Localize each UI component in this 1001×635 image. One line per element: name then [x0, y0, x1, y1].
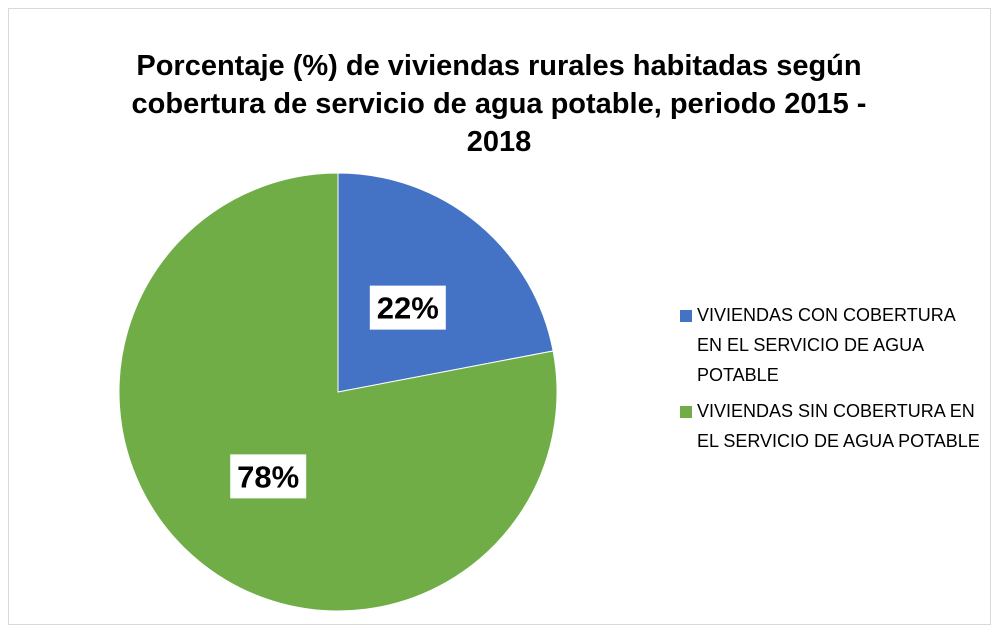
legend-label: VIVIENDAS SIN COBERTURA EN EL SERVICIO D… [697, 401, 980, 451]
legend: VIVIENDAS CON COBERTURA EN EL SERVICIO D… [680, 300, 980, 462]
legend-swatch [680, 406, 692, 418]
chart-title: Porcentaje (%) de viviendas rurales habi… [131, 50, 867, 158]
data-label-box [369, 285, 446, 330]
chart: Porcentaje (%) de viviendas rurales habi… [8, 8, 991, 625]
legend-label: VIVIENDAS CON COBERTURA EN EL SERVICIO D… [697, 305, 955, 385]
pie-slice [118, 172, 558, 612]
data-label: 22% [377, 291, 439, 326]
legend-item: VIVIENDAS CON COBERTURA EN EL SERVICIO D… [680, 300, 980, 390]
data-label-box [230, 454, 307, 499]
pie-slice [337, 172, 554, 393]
data-label: 78% [237, 459, 299, 494]
legend-item: VIVIENDAS SIN COBERTURA EN EL SERVICIO D… [680, 396, 980, 456]
legend-swatch [680, 310, 692, 322]
